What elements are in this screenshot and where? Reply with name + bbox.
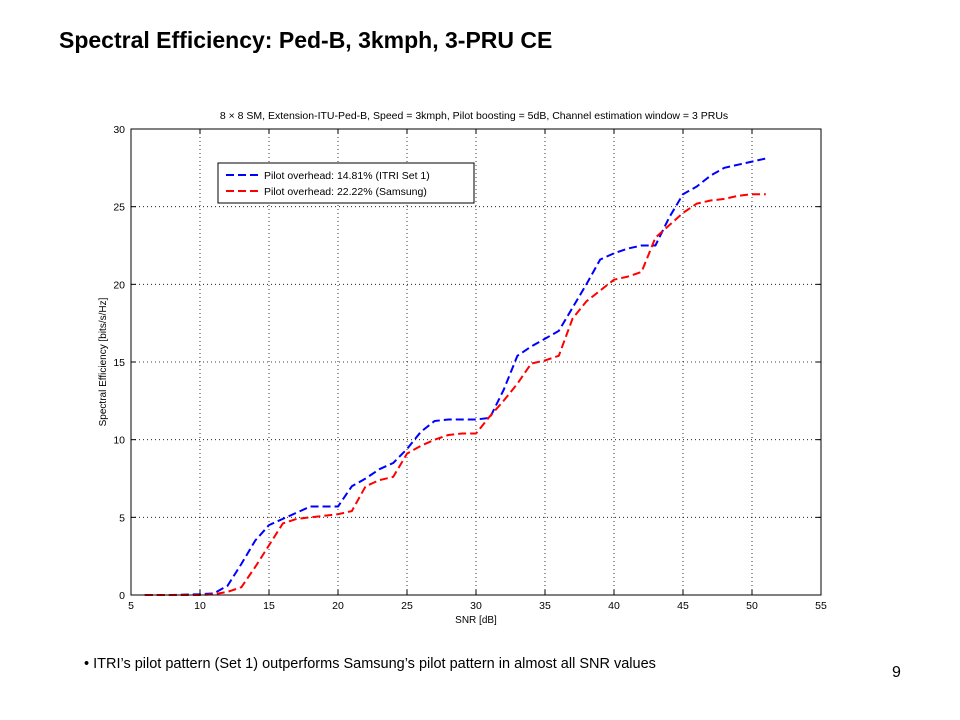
x-tick-label: 30 <box>470 600 482 612</box>
x-tick-label: 10 <box>194 600 206 612</box>
series-line-2 <box>144 193 766 596</box>
y-tick-label: 15 <box>113 357 125 369</box>
page-number: 9 <box>892 664 901 681</box>
series-group <box>144 157 767 596</box>
x-tick-label: 45 <box>677 600 689 612</box>
x-tick-label: 5 <box>128 600 134 612</box>
bullet-text: ITRI’s pilot pattern (Set 1) outperforms… <box>93 656 656 672</box>
series-line-1 <box>144 157 767 596</box>
x-tick-label: 40 <box>608 600 620 612</box>
x-tick-label: 50 <box>746 600 758 612</box>
y-axis-label: Spectral Efficiency [bits/s/Hz] <box>98 297 109 426</box>
legend: Pilot overhead: 14.81% (ITRI Set 1) Pilot… <box>217 162 475 204</box>
legend-box <box>217 162 475 204</box>
bullet-point: • ITRI’s pilot pattern (Set 1) outperfor… <box>84 656 656 672</box>
y-tick-label: 20 <box>113 279 125 291</box>
slide-title: Spectral Efficiency: Ped-B, 3kmph, 3-PRU… <box>59 27 553 53</box>
y-tick-label: 0 <box>119 590 125 602</box>
x-tick-label: 55 <box>815 600 827 612</box>
x-tick-label: 35 <box>539 600 551 612</box>
x-tick-label: 15 <box>263 600 275 612</box>
y-tick-label: 10 <box>113 435 125 447</box>
x-tick-label: 25 <box>401 600 413 612</box>
legend-label-1: Pilot overhead: 14.81% (ITRI Set 1) <box>264 170 430 182</box>
chart-title: 8 × 8 SM, Extension-ITU-Ped-B, Speed = 3… <box>220 110 728 122</box>
y-tick-label: 25 <box>113 202 125 214</box>
x-tick-label: 20 <box>332 600 344 612</box>
y-tick-label: 5 <box>119 512 125 524</box>
x-axis-label: SNR [dB] <box>455 615 497 626</box>
bullet-marker: • <box>84 656 90 672</box>
grid-lines <box>131 129 821 595</box>
y-tick-label: 30 <box>113 124 125 136</box>
legend-label-2: Pilot overhead: 22.22% (Samsung) <box>264 186 427 198</box>
